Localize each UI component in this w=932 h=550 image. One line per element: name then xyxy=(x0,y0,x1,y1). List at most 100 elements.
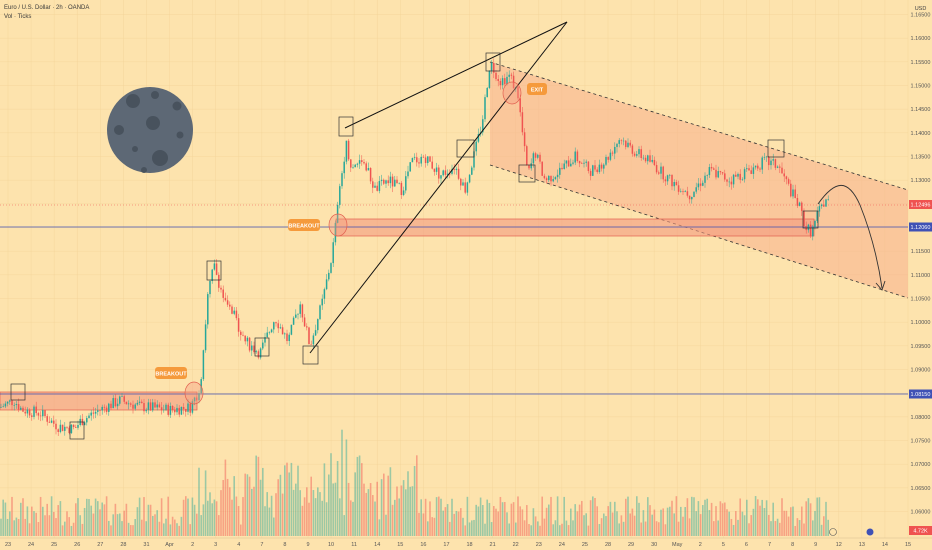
price-tick-label: 1.14000 xyxy=(911,131,931,137)
volume-bar xyxy=(75,503,77,536)
candle-body xyxy=(435,167,438,172)
volume-bar xyxy=(275,493,277,536)
volume-bar xyxy=(383,473,385,536)
candle-body xyxy=(176,407,178,413)
candle-body xyxy=(193,397,196,402)
channel-upper-line[interactable] xyxy=(489,61,909,191)
volume-bar xyxy=(220,490,222,536)
volume-bar xyxy=(361,463,363,536)
volume-bar xyxy=(17,519,20,536)
candle-body xyxy=(523,132,526,147)
volume-bar xyxy=(319,492,321,536)
event-marker-icon[interactable] xyxy=(866,528,874,536)
pivot-box[interactable] xyxy=(485,52,501,72)
candle-body xyxy=(669,174,671,176)
candle-body xyxy=(431,161,433,169)
volume-bar xyxy=(521,509,524,536)
volume-bar xyxy=(246,474,249,536)
candle-body xyxy=(735,174,737,177)
pivot-box[interactable] xyxy=(206,260,222,281)
candle-body xyxy=(314,330,317,336)
volume-bar xyxy=(394,499,396,536)
volume-bar xyxy=(389,467,392,536)
candle-body xyxy=(72,424,75,428)
volume-bar xyxy=(552,524,554,536)
candle-body xyxy=(6,401,9,404)
reset-view-icon[interactable] xyxy=(829,528,837,536)
volume-bar xyxy=(442,510,444,536)
price-tick-label: 1.11500 xyxy=(911,249,930,255)
candle-body xyxy=(772,159,774,161)
candle-body xyxy=(46,416,48,422)
volume-bar xyxy=(792,506,794,536)
candle-body xyxy=(508,74,510,77)
candle-body xyxy=(710,167,713,169)
volume-bar xyxy=(790,507,792,536)
time-axis[interactable]: 23 24 25 26 27 28 31 Apr 2 3 4 7 8 9 10 11 14 15 16 17 18 21 2… xyxy=(5,542,911,548)
candle-body xyxy=(33,406,35,417)
candle-body xyxy=(673,182,675,187)
volume-bar xyxy=(704,499,706,536)
wedge-lower-line[interactable] xyxy=(309,21,568,354)
candle-body xyxy=(644,157,647,162)
volume-bar xyxy=(94,498,97,536)
volume-bar xyxy=(721,503,724,536)
volume-bar xyxy=(768,514,770,536)
pivot-box[interactable] xyxy=(254,337,270,357)
pivot-box[interactable] xyxy=(69,421,85,440)
pivot-box[interactable] xyxy=(456,139,475,158)
candle-body xyxy=(559,167,561,175)
candle-body xyxy=(42,410,44,417)
pivot-box[interactable] xyxy=(10,383,26,401)
volume-bar xyxy=(90,505,92,536)
volume-bar xyxy=(702,505,704,536)
candle-body xyxy=(424,157,427,164)
volume-bar xyxy=(187,498,189,536)
volume-bar xyxy=(257,456,260,536)
price-tick-label: 1.07000 xyxy=(911,462,931,468)
candle-body xyxy=(809,224,812,237)
candle-body xyxy=(402,190,405,195)
currency-label: USD xyxy=(915,6,927,12)
candle-body xyxy=(147,402,150,410)
candle-body xyxy=(704,175,706,183)
pivot-box[interactable] xyxy=(802,210,819,229)
volume-bar xyxy=(224,459,227,536)
candle-body xyxy=(308,327,310,345)
volume-bar xyxy=(114,503,117,536)
volume-bar xyxy=(341,429,343,536)
pivot-box[interactable] xyxy=(518,164,536,183)
volume-legend[interactable]: Vol · Ticks xyxy=(4,14,32,20)
volume-bar xyxy=(376,481,378,536)
volume-bar xyxy=(387,475,389,536)
candle-body xyxy=(506,76,508,85)
volume-bar xyxy=(473,519,475,536)
volume-bar xyxy=(658,522,660,536)
volume-bar xyxy=(825,501,827,536)
volume-bar xyxy=(325,502,328,536)
candle-body xyxy=(57,429,59,432)
candle-body xyxy=(356,163,359,165)
candle-body xyxy=(339,186,341,205)
volume-bar xyxy=(587,525,590,536)
candle-body xyxy=(380,179,383,182)
time-tick-label: 9 xyxy=(306,542,309,548)
volume-bar xyxy=(565,520,568,536)
volume-bar xyxy=(537,521,539,536)
pivot-box[interactable] xyxy=(302,345,319,365)
pivot-box[interactable] xyxy=(767,139,785,158)
candle-body xyxy=(22,407,24,412)
candle-body xyxy=(405,176,407,191)
candle-body xyxy=(222,289,224,298)
symbol-title[interactable]: Euro / U.S. Dollar · 2h · OANDA xyxy=(4,5,90,11)
channel-lower-line[interactable] xyxy=(489,164,909,299)
wedge-upper-line[interactable] xyxy=(344,21,568,129)
volume-bar xyxy=(486,499,488,536)
volume-bar xyxy=(211,503,213,536)
volume-bar xyxy=(642,510,645,536)
projection-arrow-path[interactable] xyxy=(817,185,883,289)
pivot-box[interactable] xyxy=(338,116,354,137)
candle-body xyxy=(68,427,70,434)
candle-body xyxy=(413,157,416,159)
